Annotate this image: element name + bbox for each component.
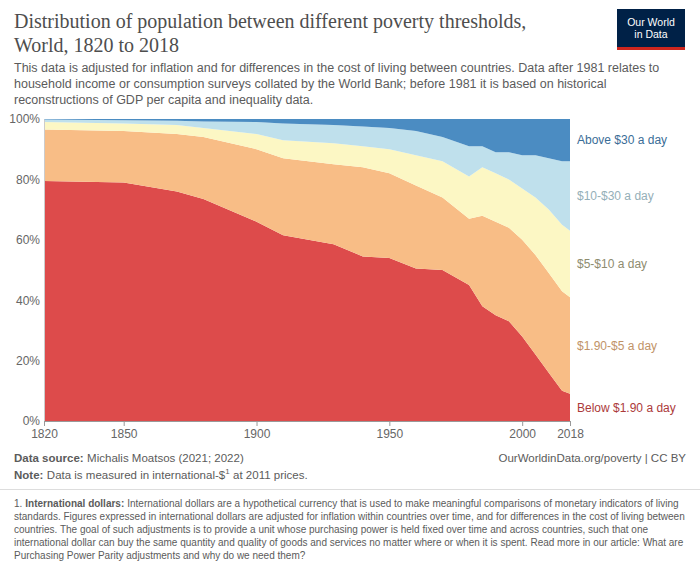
legend-label: $5-$10 a day (577, 257, 647, 271)
x-tick-mark (124, 421, 125, 426)
x-axis-line (45, 422, 571, 427)
x-tick-mark (570, 421, 571, 426)
y-tick: 100% (9, 112, 44, 126)
source-label: Data source: (14, 452, 84, 464)
x-tick-label: 1950 (377, 427, 404, 441)
footnote-term: International dollars: (25, 498, 124, 509)
y-tick-label: 80% (16, 173, 40, 187)
x-axis: 1820 1850 1900 1950 2000 2018 (31, 421, 584, 441)
title: Distribution of population between diffe… (14, 9, 574, 57)
y-tick: 40% (16, 294, 44, 308)
x-tick: 1820 (31, 421, 58, 441)
x-tick-mark (389, 421, 390, 426)
x-tick-label: 1900 (244, 427, 271, 441)
note: Note: Data is measured in international-$… (14, 467, 308, 481)
note-label: Note: (14, 469, 43, 481)
x-tick: 1950 (377, 421, 404, 441)
x-tick-label: 1820 (31, 427, 58, 441)
footnote-marker: 1. (14, 498, 22, 509)
legend-label: $10-$30 a day (577, 189, 654, 203)
y-tick-label: 100% (9, 112, 40, 126)
area (44, 119, 570, 161)
x-tick: 1850 (111, 421, 138, 441)
y-axis: 0%20%40%60%80%100% (9, 112, 44, 428)
x-tick-label: 1850 (111, 427, 138, 441)
legend-label: Above $30 a day (577, 133, 667, 147)
x-tick: 2018 (557, 421, 584, 441)
subtitle: This data is adjusted for inflation and … (14, 60, 686, 108)
note-sup: 1 (225, 467, 229, 476)
area (44, 120, 570, 231)
source-text: Michalis Moatsos (2021; 2022) (87, 452, 244, 464)
x-tick-mark (257, 421, 258, 426)
x-tick-label: 2018 (557, 427, 584, 441)
x-tick-mark (522, 421, 523, 426)
x-tick: 2000 (509, 421, 536, 441)
y-tick-label: 40% (16, 294, 40, 308)
legend-label: $1.90-$5 a day (577, 339, 657, 353)
y-tick: 80% (16, 173, 44, 187)
logo: Our World in Data (617, 9, 685, 50)
y-axis-line (44, 120, 45, 422)
footnote: 1.International dollars:International do… (14, 497, 686, 562)
y-tick-label: 20% (16, 354, 40, 368)
y-tick: 60% (16, 233, 44, 247)
y-tick-label: 60% (16, 233, 40, 247)
x-tick-mark (44, 421, 45, 426)
legend-label: Below $1.90 a day (577, 401, 676, 415)
source: Data source:Michalis Moatsos (2021; 2022… (14, 452, 244, 464)
note-text: Data is measured in international-$ (47, 469, 225, 481)
legend: Below $1.90 a day $1.90-$5 a day $5-$10 a … (577, 133, 676, 414)
y-tick: 20% (16, 354, 44, 368)
separator (0, 489, 700, 490)
note-end: at 2011 prices. (233, 469, 308, 481)
x-tick-label: 2000 (509, 427, 536, 441)
url: OurWorldinData.org/poverty | CC BY (386, 452, 686, 464)
logo-text: Our World in Data (625, 16, 677, 40)
plot-area (44, 119, 570, 421)
x-tick: 1900 (244, 421, 271, 441)
